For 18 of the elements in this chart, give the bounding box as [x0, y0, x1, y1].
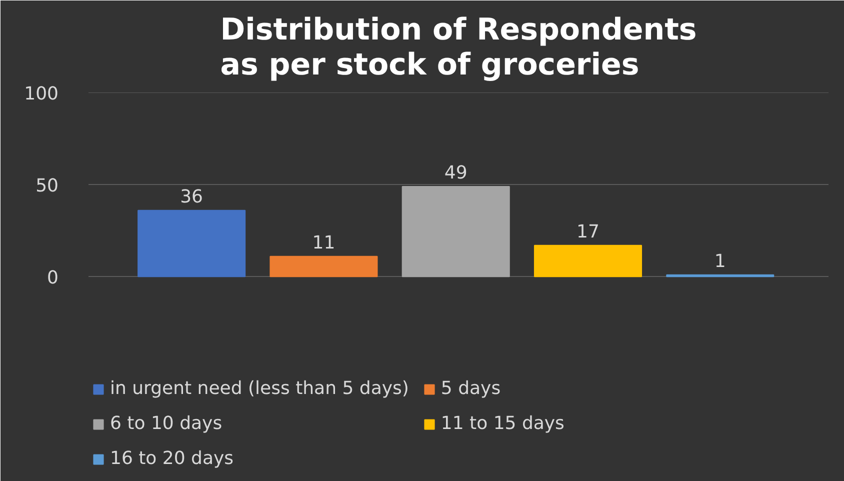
bar: [534, 244, 642, 278]
chart-title: Distribution of Respondents as per stock of groceries: [220, 12, 697, 82]
legend-label: 5 days: [440, 378, 501, 399]
data-label: 17: [576, 221, 600, 242]
y-tick-label: 0: [47, 268, 58, 289]
data-label: 1: [714, 250, 726, 272]
y-tick-label: 50: [36, 176, 58, 197]
data-label: 11: [312, 232, 336, 254]
data-label: 36: [180, 186, 204, 208]
y-tick-label: 100: [24, 84, 59, 105]
legend-label: 11 to 15 days: [440, 413, 564, 434]
legend-label: 16 to 20 days: [110, 448, 234, 469]
data-label: 49: [444, 162, 468, 184]
legend-label: 6 to 10 days: [110, 413, 222, 434]
bar: [402, 186, 510, 278]
bar: [138, 210, 246, 278]
legend-label: in urgent need (less than 5 days): [110, 378, 409, 399]
bar: [270, 256, 378, 278]
